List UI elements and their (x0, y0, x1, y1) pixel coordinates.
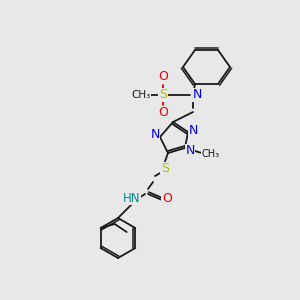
Text: HN: HN (123, 191, 141, 205)
Text: N: N (150, 128, 160, 142)
Text: CH₃: CH₃ (131, 90, 151, 100)
Text: CH₃: CH₃ (202, 149, 220, 159)
Text: O: O (162, 191, 172, 205)
Text: S: S (159, 88, 167, 101)
Text: N: N (192, 88, 202, 101)
Text: N: N (188, 124, 198, 136)
Text: N: N (185, 145, 195, 158)
Text: S: S (161, 163, 169, 176)
Text: O: O (158, 106, 168, 119)
Text: O: O (158, 70, 168, 83)
